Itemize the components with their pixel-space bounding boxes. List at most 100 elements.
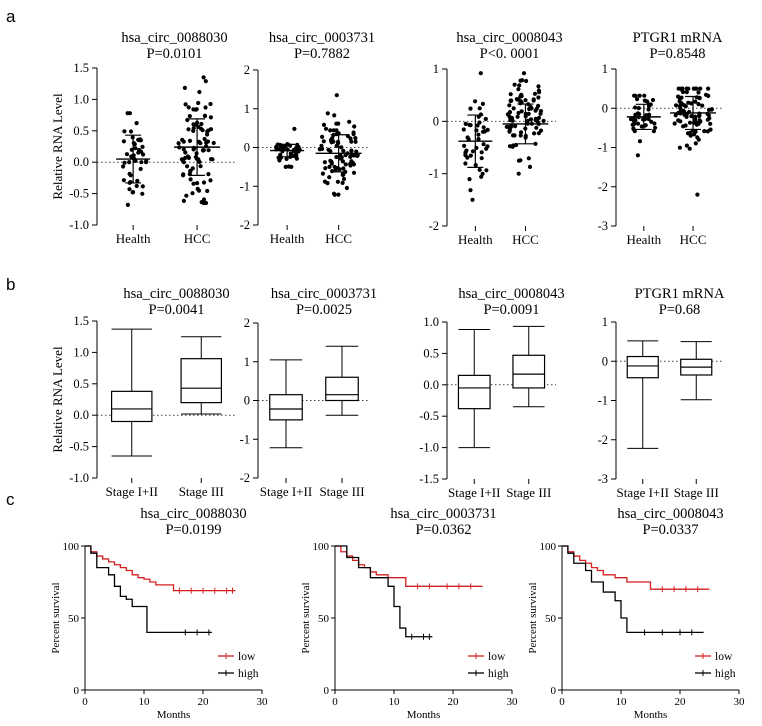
data-point [512,82,517,87]
survival-curve-high [562,545,704,634]
data-point [646,107,651,112]
data-point [130,190,136,195]
data-point [134,121,139,126]
x-tick-label: 10 [139,696,151,708]
chart-title: hsa_circ_0088030 [121,30,227,46]
data-point [183,102,188,107]
data-point [533,116,538,121]
data-point [323,166,328,171]
data-point [348,163,353,168]
iqr-box [457,374,491,410]
data-point [538,109,544,114]
data-point [124,152,130,157]
data-point [470,197,475,202]
data-point [477,167,482,172]
data-point [513,124,518,129]
chart-title: PTGR1 mRNA [633,30,723,46]
data-point [319,143,324,148]
data-point [532,91,538,96]
data-point [516,158,522,163]
iqr-box [512,354,546,389]
data-point [293,152,298,158]
p-value-label: P=0.0199 [165,522,221,538]
data-point [328,128,333,133]
data-point [697,113,702,118]
data-point [181,173,186,178]
y-tick-label: 1 [602,62,608,76]
legend-label-high: high [488,668,509,680]
x-category-label: Stage III [674,485,719,500]
data-point [188,177,193,182]
data-point [678,119,683,124]
data-point [706,93,711,98]
data-point [481,125,486,130]
data-point [468,188,473,193]
data-point [321,139,326,144]
chart-title: hsa_circ_0088030 [140,506,246,522]
p-value-label: P=0.0041 [148,302,204,318]
data-point [351,170,357,175]
data-point [127,111,132,116]
data-point [684,90,689,95]
p-value-label: P=0.0101 [146,46,202,62]
data-point [208,115,213,120]
data-point [696,90,701,95]
y-tick-label: -1 [598,141,608,155]
data-point [133,158,138,163]
data-point [526,156,531,161]
data-point [642,93,647,98]
data-point [341,166,346,171]
panel-label-b: b [6,275,15,294]
y-tick-label: 1.5 [73,61,89,75]
data-point [468,123,473,128]
data-point [332,113,337,118]
y-tick-label: -1.5 [419,472,439,486]
data-point [278,146,283,151]
data-point [518,133,523,138]
y-tick-label: 100 [63,541,80,553]
p-value-label: P=0.68 [659,302,701,318]
y-tick-label: -3 [598,219,608,233]
data-point [347,119,352,124]
data-point [288,151,293,156]
data-point [325,181,330,186]
y-tick-label: -1 [240,432,250,446]
data-point [475,123,480,128]
data-point [635,153,641,158]
data-point [468,106,473,111]
data-point [525,118,530,123]
y-tick-label: 0.5 [73,124,89,138]
data-point [527,164,533,169]
data-point [515,114,520,119]
data-point [686,100,691,105]
data-point [143,160,149,165]
y-tick-label: 0 [244,394,250,408]
y-tick-label: 0 [602,354,608,368]
p-value-label: P=0.0025 [296,302,352,318]
data-point [200,128,205,133]
x-category-label: Stage III [179,484,224,499]
data-point [201,197,207,202]
data-point [633,93,638,98]
data-point [633,112,638,117]
data-point [330,136,335,141]
y-tick-label: 0 [324,685,330,697]
data-point [533,108,538,113]
data-point [328,158,333,163]
x-category-label: Stage I+II [448,485,500,500]
data-point [677,96,683,101]
data-point [523,98,528,103]
y-tick-label: 1.5 [73,314,89,328]
data-point [476,132,481,137]
data-point [479,156,484,161]
data-point [508,92,513,97]
x-tick-label: 0 [332,696,338,708]
data-point [135,178,140,183]
data-point [338,156,344,161]
y-tick-label: -3 [598,472,608,486]
data-point [695,192,700,197]
x-category-label: HCC [325,231,352,246]
legend-label-low: low [715,651,733,663]
survival-curve-low [562,545,710,590]
data-point [295,142,300,147]
